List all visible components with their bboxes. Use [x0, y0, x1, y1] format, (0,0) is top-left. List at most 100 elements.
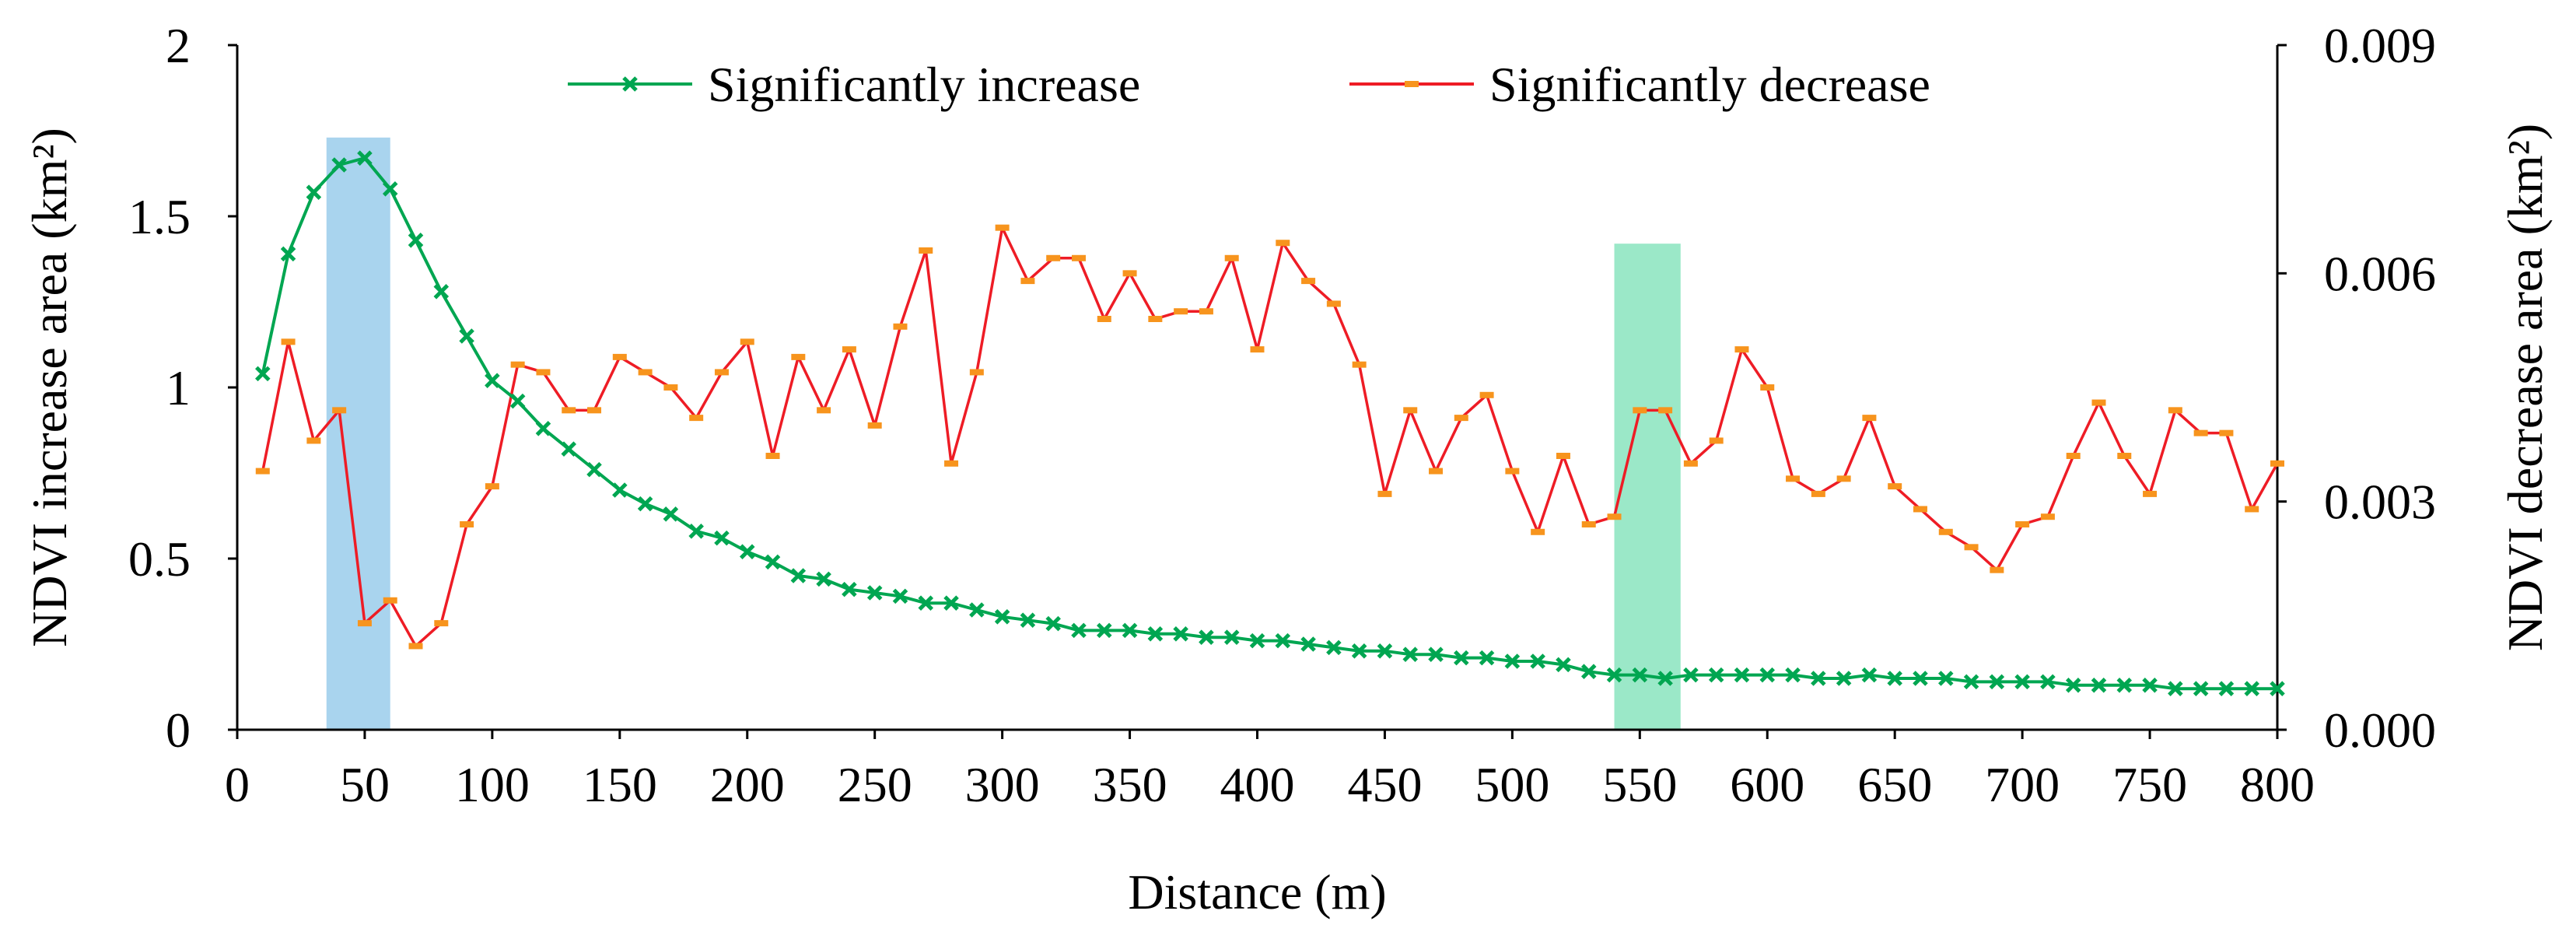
x-tick-label: 750 — [2112, 757, 2187, 812]
point-decrease — [1607, 513, 1622, 520]
legend: Significantly increase Significantly dec… — [568, 57, 1930, 112]
point-increase — [1861, 667, 1878, 683]
point-increase — [1402, 646, 1418, 662]
point-increase — [1249, 632, 1265, 649]
point-increase — [1071, 622, 1087, 639]
point-decrease — [306, 437, 321, 444]
x-tick-label: 550 — [1602, 757, 1677, 812]
point-decrease — [1377, 490, 1392, 497]
point-decrease — [1224, 254, 1239, 261]
point-decrease — [842, 346, 856, 353]
point-increase — [1351, 643, 1367, 659]
point-decrease — [1122, 270, 1137, 277]
point-increase — [280, 246, 296, 262]
point-increase — [1479, 650, 1495, 666]
point-increase — [2193, 681, 2209, 696]
point-decrease — [2168, 407, 2182, 414]
point-decrease — [2040, 513, 2055, 520]
x-tick-label: 200 — [710, 757, 785, 812]
point-increase — [2065, 678, 2081, 693]
point-decrease — [995, 224, 1010, 231]
point-decrease — [460, 521, 474, 527]
point-increase — [943, 595, 959, 611]
legend-item-decrease: Significantly decrease — [1349, 57, 1930, 112]
point-increase — [2142, 678, 2158, 693]
y-left-tick-label: 1 — [166, 360, 191, 415]
point-decrease — [1429, 468, 1444, 475]
point-increase — [842, 581, 857, 597]
y-right-tick-label: 0.003 — [2324, 475, 2436, 530]
point-increase — [663, 506, 679, 522]
x-axis-label: Distance (m) — [1128, 864, 1386, 920]
y-axis-label-right: NDVI decrease area (km²) — [2497, 124, 2553, 651]
x-tick-label: 600 — [1730, 757, 1804, 812]
point-decrease — [1301, 278, 1316, 285]
point-increase — [994, 609, 1010, 625]
point-increase — [1963, 674, 1979, 690]
point-decrease — [434, 620, 449, 627]
point-increase — [1937, 671, 1954, 686]
point-decrease — [689, 415, 704, 422]
legend-label-decrease: Significantly decrease — [1489, 57, 1930, 112]
point-increase — [969, 602, 985, 618]
point-decrease — [612, 353, 627, 360]
point-decrease — [1250, 346, 1265, 353]
point-decrease — [2091, 399, 2106, 406]
point-increase — [816, 571, 831, 587]
point-increase — [1580, 664, 1597, 679]
point-increase — [1734, 667, 1750, 683]
legend-item-increase: Significantly increase — [568, 57, 1140, 112]
point-decrease — [1071, 254, 1086, 261]
point-decrease — [919, 247, 933, 254]
point-increase — [1530, 653, 1545, 669]
point-increase — [459, 328, 474, 344]
point-increase — [688, 524, 704, 539]
point-increase — [1836, 671, 1852, 686]
x-tick-label: 400 — [1220, 757, 1295, 812]
series-layer — [255, 150, 2285, 696]
point-decrease — [1479, 391, 1494, 398]
axes — [236, 45, 2279, 731]
point-decrease — [2066, 453, 2081, 459]
point-increase — [2014, 674, 2030, 690]
x-tick-label: 350 — [1093, 757, 1167, 812]
x-tick-label: 100 — [455, 757, 530, 812]
point-increase — [2218, 681, 2235, 696]
point-increase — [2270, 681, 2285, 696]
x-tick-label: 650 — [1857, 757, 1932, 812]
point-increase — [765, 554, 781, 570]
point-increase — [2244, 681, 2259, 696]
y-right-tick-label: 0.006 — [2324, 246, 2436, 301]
point-decrease — [969, 369, 984, 376]
point-increase — [1989, 674, 2005, 690]
point-decrease — [1938, 528, 1953, 535]
point-decrease — [485, 483, 499, 490]
point-decrease — [1836, 475, 1851, 482]
y-axis-label-left: NDVI increase area (km²) — [22, 128, 77, 647]
point-increase — [485, 373, 500, 388]
point-increase — [2091, 678, 2107, 693]
point-decrease — [893, 323, 908, 330]
series-line-decrease — [261, 226, 2279, 648]
point-increase — [918, 595, 934, 611]
point-increase — [1504, 653, 1521, 669]
point-decrease — [1403, 407, 1418, 414]
point-decrease — [1505, 468, 1520, 475]
point-increase — [790, 568, 807, 583]
point-increase — [1683, 667, 1699, 683]
point-increase — [866, 585, 883, 601]
point-decrease — [944, 460, 959, 467]
point-increase — [1223, 629, 1240, 645]
point-increase — [306, 184, 322, 200]
point-increase — [357, 150, 373, 166]
point-decrease — [1964, 544, 1979, 551]
point-decrease — [281, 338, 296, 345]
legend-marker-increase — [622, 76, 638, 92]
point-increase — [331, 157, 347, 173]
point-decrease — [255, 468, 270, 475]
point-increase — [1122, 622, 1138, 639]
point-decrease — [1326, 300, 1341, 307]
point-decrease — [1786, 475, 1801, 482]
point-decrease — [408, 643, 423, 650]
point-increase — [382, 181, 398, 197]
